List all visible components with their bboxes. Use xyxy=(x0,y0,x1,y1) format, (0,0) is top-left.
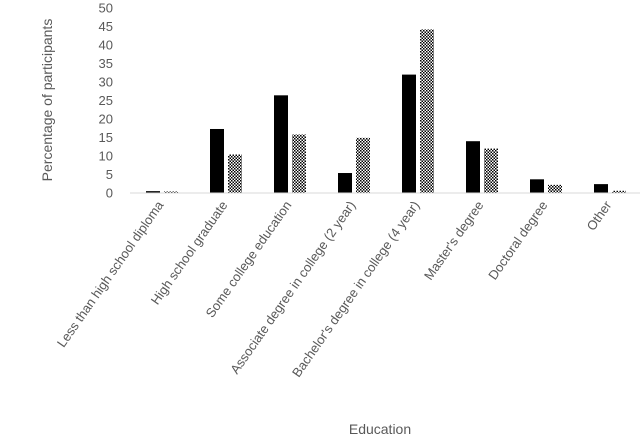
bar-solid-1 xyxy=(210,128,224,193)
bar-solid-4 xyxy=(402,74,416,193)
y-tick-label: 10 xyxy=(99,149,113,164)
x-axis-title: Education xyxy=(349,421,411,436)
bar-dotted-1 xyxy=(228,154,242,193)
bar-solid-0 xyxy=(146,191,160,193)
y-tick-label: 25 xyxy=(99,93,113,108)
x-category-label: Other xyxy=(584,198,615,234)
bar-solid-3 xyxy=(338,173,352,193)
y-tick-label: 15 xyxy=(99,130,113,145)
x-category-label: Less than high school diploma xyxy=(54,197,167,349)
bar-dotted-5 xyxy=(484,148,498,193)
bar-solid-2 xyxy=(274,95,288,193)
bar-dotted-7 xyxy=(612,190,626,193)
y-tick-label: 30 xyxy=(99,75,113,90)
bar-solid-5 xyxy=(466,141,480,193)
y-axis-title: Percentage of participants xyxy=(39,19,55,182)
y-axis-ticks: 0 5 10 15 20 25 30 35 40 45 50 xyxy=(99,1,113,201)
x-category-label: Doctoral degree xyxy=(485,198,550,282)
y-tick-label: 50 xyxy=(99,1,113,16)
x-category-label: Bachelor's degree in college (4 year) xyxy=(289,198,423,380)
y-tick-label: 20 xyxy=(99,112,113,127)
x-category-label: Master's degree xyxy=(421,198,487,283)
y-tick-label: 35 xyxy=(99,56,113,71)
y-tick-label: 0 xyxy=(106,186,113,201)
bar-dotted-4 xyxy=(420,29,434,194)
y-tick-label: 45 xyxy=(99,19,113,34)
x-category-label: Associate degree in college (2 year) xyxy=(227,198,358,376)
bar-dotted-2 xyxy=(292,134,306,193)
y-tick-label: 5 xyxy=(106,167,113,182)
bars xyxy=(146,29,626,194)
bar-dotted-0 xyxy=(164,191,178,193)
y-tick-label: 40 xyxy=(99,38,113,53)
bar-dotted-6 xyxy=(548,184,562,193)
bar-solid-7 xyxy=(594,184,608,193)
bar-solid-6 xyxy=(530,179,544,193)
bar-dotted-3 xyxy=(356,137,370,193)
